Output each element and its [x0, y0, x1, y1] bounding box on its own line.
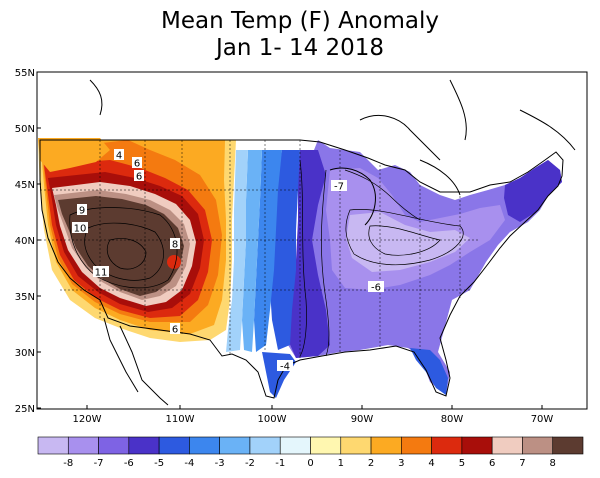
- colorbar-tick-label: 0: [307, 458, 313, 469]
- latitude-labels: 55N 50N 45N 40N 35N 30N 25N: [15, 68, 41, 415]
- lon-label: 100W: [258, 414, 287, 425]
- value-label-box: [72, 222, 88, 233]
- value-label-southwest: 11: [95, 268, 108, 279]
- value-label-idaho-wyoming: 6: [136, 172, 142, 183]
- colorbar-swatch: [279, 436, 311, 455]
- colorbar-swatch: [67, 436, 99, 455]
- colorbar-tick-label: -1: [275, 458, 285, 469]
- anomaly-region-plains-3: [242, 150, 262, 352]
- colorbar-tick-label: -5: [154, 458, 164, 469]
- colorbar-swatch: [249, 436, 281, 455]
- lat-label: 25N: [15, 404, 35, 415]
- lon-label: 70W: [531, 414, 554, 425]
- lat-label: 55N: [15, 68, 35, 79]
- colorbar-swatch: [370, 436, 402, 455]
- colorbar-tick-label: 4: [428, 458, 434, 469]
- colorbar-swatch: [491, 436, 523, 455]
- colorbar-tick-label: -3: [215, 458, 225, 469]
- colorbar-swatch: [158, 436, 190, 455]
- state-lines: [40, 140, 480, 360]
- value-label-box: [368, 281, 384, 292]
- colorbar-tick-label: -6: [124, 458, 134, 469]
- colorbar-swatch: [98, 436, 130, 455]
- colorbar-tick-label: 8: [550, 458, 556, 469]
- value-label-tennessee-valley: -6: [371, 283, 381, 294]
- value-label-box: [134, 170, 144, 181]
- lat-label: 40N: [15, 236, 35, 247]
- value-label-northern-rockies: 4: [116, 151, 122, 162]
- value-label-utah-colorado: 8: [172, 240, 178, 251]
- coastlines-borders: [39, 79, 576, 406]
- anomaly-region-plains-2: [254, 150, 282, 352]
- value-label-box: [277, 360, 293, 371]
- value-label-nevada-north: 9: [79, 206, 85, 217]
- colorbar-swatch: [189, 436, 220, 455]
- value-label-new-mexico: 6: [172, 325, 178, 336]
- value-label-box: [331, 180, 347, 191]
- anomaly-region-northeast: [504, 160, 562, 222]
- colorbar-swatch: [219, 436, 251, 455]
- lon-label: 110W: [166, 414, 195, 425]
- value-label-box: [77, 204, 87, 215]
- colorbar: -8 -7 -6 -5 -4 -3 -2 -1 0 1 2 3 4 5 6 7 8: [37, 436, 584, 469]
- value-label-box: [170, 323, 180, 334]
- anomaly-region-midwest-blue: [288, 150, 330, 358]
- anomaly-region-west-brown: [58, 196, 184, 296]
- longitude-labels: 120W 110W 100W 90W 80W 70W: [73, 405, 554, 425]
- lon-label: 90W: [351, 414, 374, 425]
- colorbar-tick-label: -4: [184, 458, 194, 469]
- title-line-2: Jan 1- 14 2018: [215, 35, 385, 61]
- value-label-box: [114, 149, 124, 160]
- colorbar-tick-label: 5: [459, 458, 465, 469]
- anomaly-region-plains-4: [226, 150, 248, 352]
- colorbar-tick-label: -8: [63, 458, 73, 469]
- value-label-northern-great-basin: 6: [134, 159, 140, 170]
- map-title: Mean Temp (F) Anomaly Jan 1- 14 2018: [0, 8, 600, 62]
- colorbar-swatch: [522, 436, 554, 455]
- value-label-box: [93, 266, 109, 277]
- colorbar-tick-label: -7: [94, 458, 104, 469]
- lat-label: 50N: [15, 124, 35, 135]
- anomaly-fill: [38, 79, 576, 406]
- colorbar-tick-label: 1: [338, 458, 344, 469]
- hot-spot: [167, 255, 181, 269]
- colorbar-swatch: [401, 436, 432, 455]
- anomaly-region-pacific-nw: [38, 138, 110, 172]
- colorbar-tick-label: 2: [368, 458, 374, 469]
- colorbar-tick-label: 3: [398, 458, 404, 469]
- lon-label: 120W: [73, 414, 102, 425]
- lon-label: 80W: [441, 414, 464, 425]
- colorbar-swatch: [128, 436, 160, 455]
- lat-label: 30N: [15, 348, 35, 359]
- contour-lines: [69, 159, 464, 357]
- value-label-south-texas: -4: [280, 362, 290, 373]
- colorbar-swatch: [552, 436, 584, 455]
- title-line-1: Mean Temp (F) Anomaly: [161, 8, 439, 34]
- value-label-box: [170, 238, 180, 249]
- colorbar-swatch: [431, 436, 463, 455]
- colorbar-swatch: [310, 436, 342, 455]
- colorbar-tick-label: -2: [245, 458, 255, 469]
- map-value-labels: 4 6 6 9 10 8 11 6 -7 -6 -4: [72, 149, 384, 373]
- colorbar-swatch: [340, 436, 372, 455]
- lat-label: 35N: [15, 292, 35, 303]
- value-label-box: [132, 157, 142, 168]
- colorbar-tick-label: 7: [519, 458, 525, 469]
- colorbar-swatch: [37, 436, 69, 455]
- colorbar-tick-label: 6: [489, 458, 495, 469]
- lat-label: 45N: [15, 180, 35, 191]
- value-label-nevada: 10: [74, 224, 87, 235]
- value-label-upper-midwest: -7: [334, 182, 344, 193]
- colorbar-swatch: [461, 436, 493, 455]
